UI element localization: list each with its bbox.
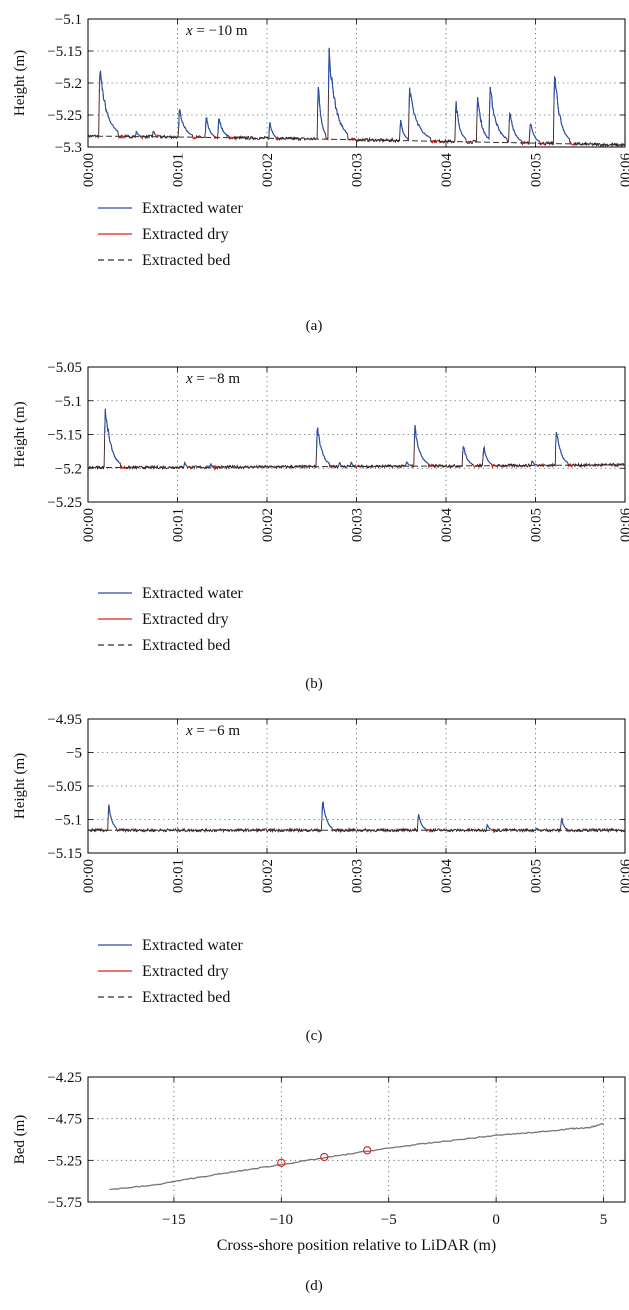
y-tick-label: −5.3 <box>55 140 82 156</box>
y-tick-label: −5.2 <box>55 461 82 477</box>
y-tick-label: −4.95 <box>47 712 82 728</box>
x-tick-label: 00:00 <box>81 153 97 187</box>
legend-label: Extracted dry <box>142 611 229 628</box>
y-tick-label: −5.05 <box>47 360 82 376</box>
y-axis-label: Height (m) <box>12 50 28 116</box>
panel-d: −4.25 −4.75 −5.25 −5.75 −15 −10 −5 0 5 Bed (m) Cro… <box>12 1070 626 1294</box>
y-tick-label: −5.25 <box>47 495 82 511</box>
legend-label: Extracted water <box>142 585 244 602</box>
profile-marker <box>320 1152 329 1162</box>
x-tick-label: 00:05 <box>529 508 545 542</box>
annotation-value: = −6 m <box>193 723 241 739</box>
legend-label: Extracted water <box>142 200 244 217</box>
x-tick-label: 00:06 <box>618 508 629 543</box>
panel-a: −5.1 −5.15 −5.2 −5.25 −5.300:00 00:01 00:02 00:… <box>12 12 629 334</box>
series-extracted-water <box>98 47 570 142</box>
y-tick-label: −5.25 <box>47 108 82 124</box>
x-tick-label: 00:03 <box>350 153 366 187</box>
x-tick-label: 00:05 <box>529 153 545 187</box>
series-extracted-dry <box>117 134 576 146</box>
x-tick-label: 0 <box>492 1212 500 1228</box>
y-tick-label: −5.75 <box>47 1195 82 1211</box>
legend-label: Extracted bed <box>142 252 230 269</box>
y-tick-label: −5.15 <box>47 846 82 862</box>
x-tick-label: −10 <box>270 1212 293 1228</box>
y-tick-label: −5 <box>66 746 82 762</box>
x-axis-label: Cross-shore position relative to LiDAR (… <box>217 1237 497 1254</box>
x-tick-label: 00:03 <box>350 508 366 542</box>
legend-label: Extracted bed <box>142 637 230 654</box>
x-tick-label: 00:04 <box>439 859 455 894</box>
annotation-variable: x <box>185 723 193 739</box>
series-dry-trace <box>87 408 626 471</box>
x-tick-label: 00:04 <box>439 508 455 543</box>
y-tick-label: −5.2 <box>55 76 82 92</box>
y-tick-label: −5.25 <box>47 1153 82 1169</box>
x-tick-label: 00:00 <box>81 508 97 542</box>
annotation-variable: x <box>185 371 193 387</box>
x-tick-label: 00:04 <box>439 153 455 188</box>
y-tick-label: −4.75 <box>47 1112 82 1128</box>
x-tick-label: 00:02 <box>260 508 276 542</box>
x-tick-label: 00:03 <box>350 859 366 893</box>
legend: Extracted water Extracted dry Extracted be… <box>98 200 244 269</box>
panel-label: (a) <box>306 318 323 334</box>
legend: Extracted water Extracted dry Extracted be… <box>98 937 244 1006</box>
x-tick-label: 00:06 <box>618 153 629 188</box>
panel-label: (d) <box>305 1278 323 1294</box>
x-tick-label: 00:02 <box>260 153 276 187</box>
series-extracted-water <box>104 408 569 468</box>
y-axis-label: Height (m) <box>12 753 28 819</box>
annotation-variable: x <box>185 23 193 39</box>
panel-label: (c) <box>306 1028 323 1044</box>
y-tick-label: −5.05 <box>47 779 82 795</box>
x-tick-label: 00:01 <box>171 153 187 187</box>
x-tick-label: 00:05 <box>529 859 545 893</box>
legend-label: Extracted bed <box>142 989 230 1006</box>
y-tick-label: −5.1 <box>55 813 82 829</box>
series-dry-trace <box>87 47 626 149</box>
position-annotation: x = −6 m <box>185 723 240 739</box>
annotation-value: = −8 m <box>193 371 241 387</box>
profile-marker <box>363 1146 372 1155</box>
y-tick-label: −4.25 <box>47 1070 82 1086</box>
y-tick-label: −5.1 <box>55 12 82 28</box>
x-tick-label: −15 <box>162 1212 185 1228</box>
plot-frame <box>87 366 626 503</box>
x-tick-label: 5 <box>600 1212 608 1228</box>
legend-label: Extracted water <box>142 937 244 954</box>
annotation-value: = −10 m <box>193 23 248 39</box>
legend-label: Extracted dry <box>142 963 229 980</box>
x-tick-label: 00:02 <box>260 859 276 893</box>
position-annotation: x = −8 m <box>185 371 240 387</box>
x-tick-label: 00:01 <box>171 859 187 893</box>
plot-frame <box>87 718 626 854</box>
y-tick-label: −5.15 <box>47 44 82 60</box>
y-tick-label: −5.15 <box>47 428 82 444</box>
x-tick-label: −5 <box>381 1212 397 1228</box>
plot-frame <box>87 1076 626 1203</box>
x-tick-label: 00:06 <box>618 859 629 894</box>
series-dry-trace <box>87 801 626 834</box>
legend-label: Extracted dry <box>142 226 229 243</box>
x-tick-label: 00:00 <box>81 859 97 893</box>
profile-marker <box>277 1158 286 1167</box>
position-annotation: x = −10 m <box>185 23 248 39</box>
y-tick-label: −5.1 <box>55 394 82 410</box>
series-extracted-water <box>107 800 567 832</box>
x-tick-label: 00:01 <box>171 508 187 542</box>
y-axis-label: Bed (m) <box>12 1115 28 1165</box>
series-bed-profile <box>109 1122 604 1191</box>
panel-label: (b) <box>305 676 323 692</box>
plot-frame <box>87 18 626 148</box>
y-axis-label: Height (m) <box>12 401 28 467</box>
legend: Extracted water Extracted dry Extracted be… <box>98 585 244 654</box>
